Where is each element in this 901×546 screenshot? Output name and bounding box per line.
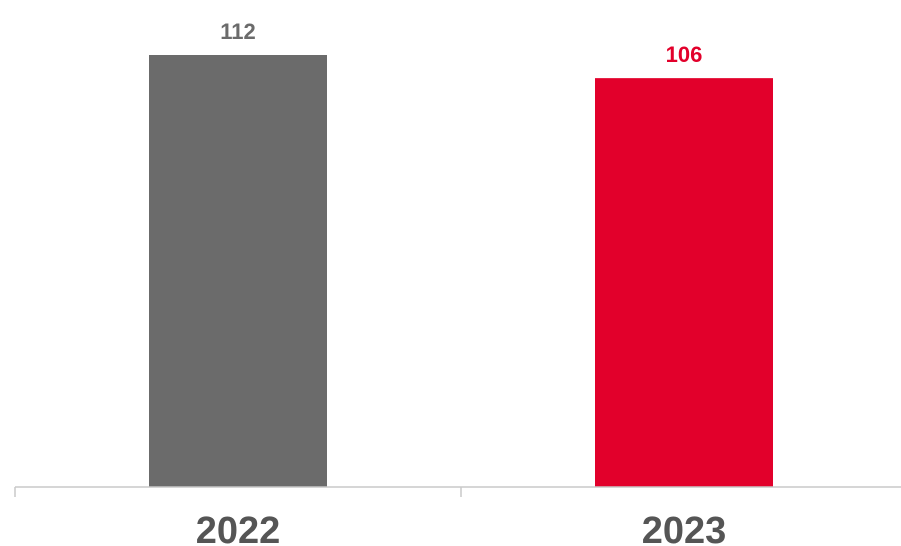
x-axis-ticks — [14, 487, 462, 497]
bar-2023 — [595, 78, 773, 488]
bar-2022 — [149, 55, 327, 487]
value-labels-group: 112 106 — [220, 19, 702, 67]
category-label-2022: 2022 — [196, 510, 281, 546]
value-label-2022: 112 — [220, 19, 256, 44]
value-label-2023: 106 — [666, 42, 703, 67]
category-labels-group: 2022 2023 — [196, 510, 727, 546]
bars-group — [149, 55, 773, 488]
category-label-2023: 2023 — [642, 510, 727, 546]
